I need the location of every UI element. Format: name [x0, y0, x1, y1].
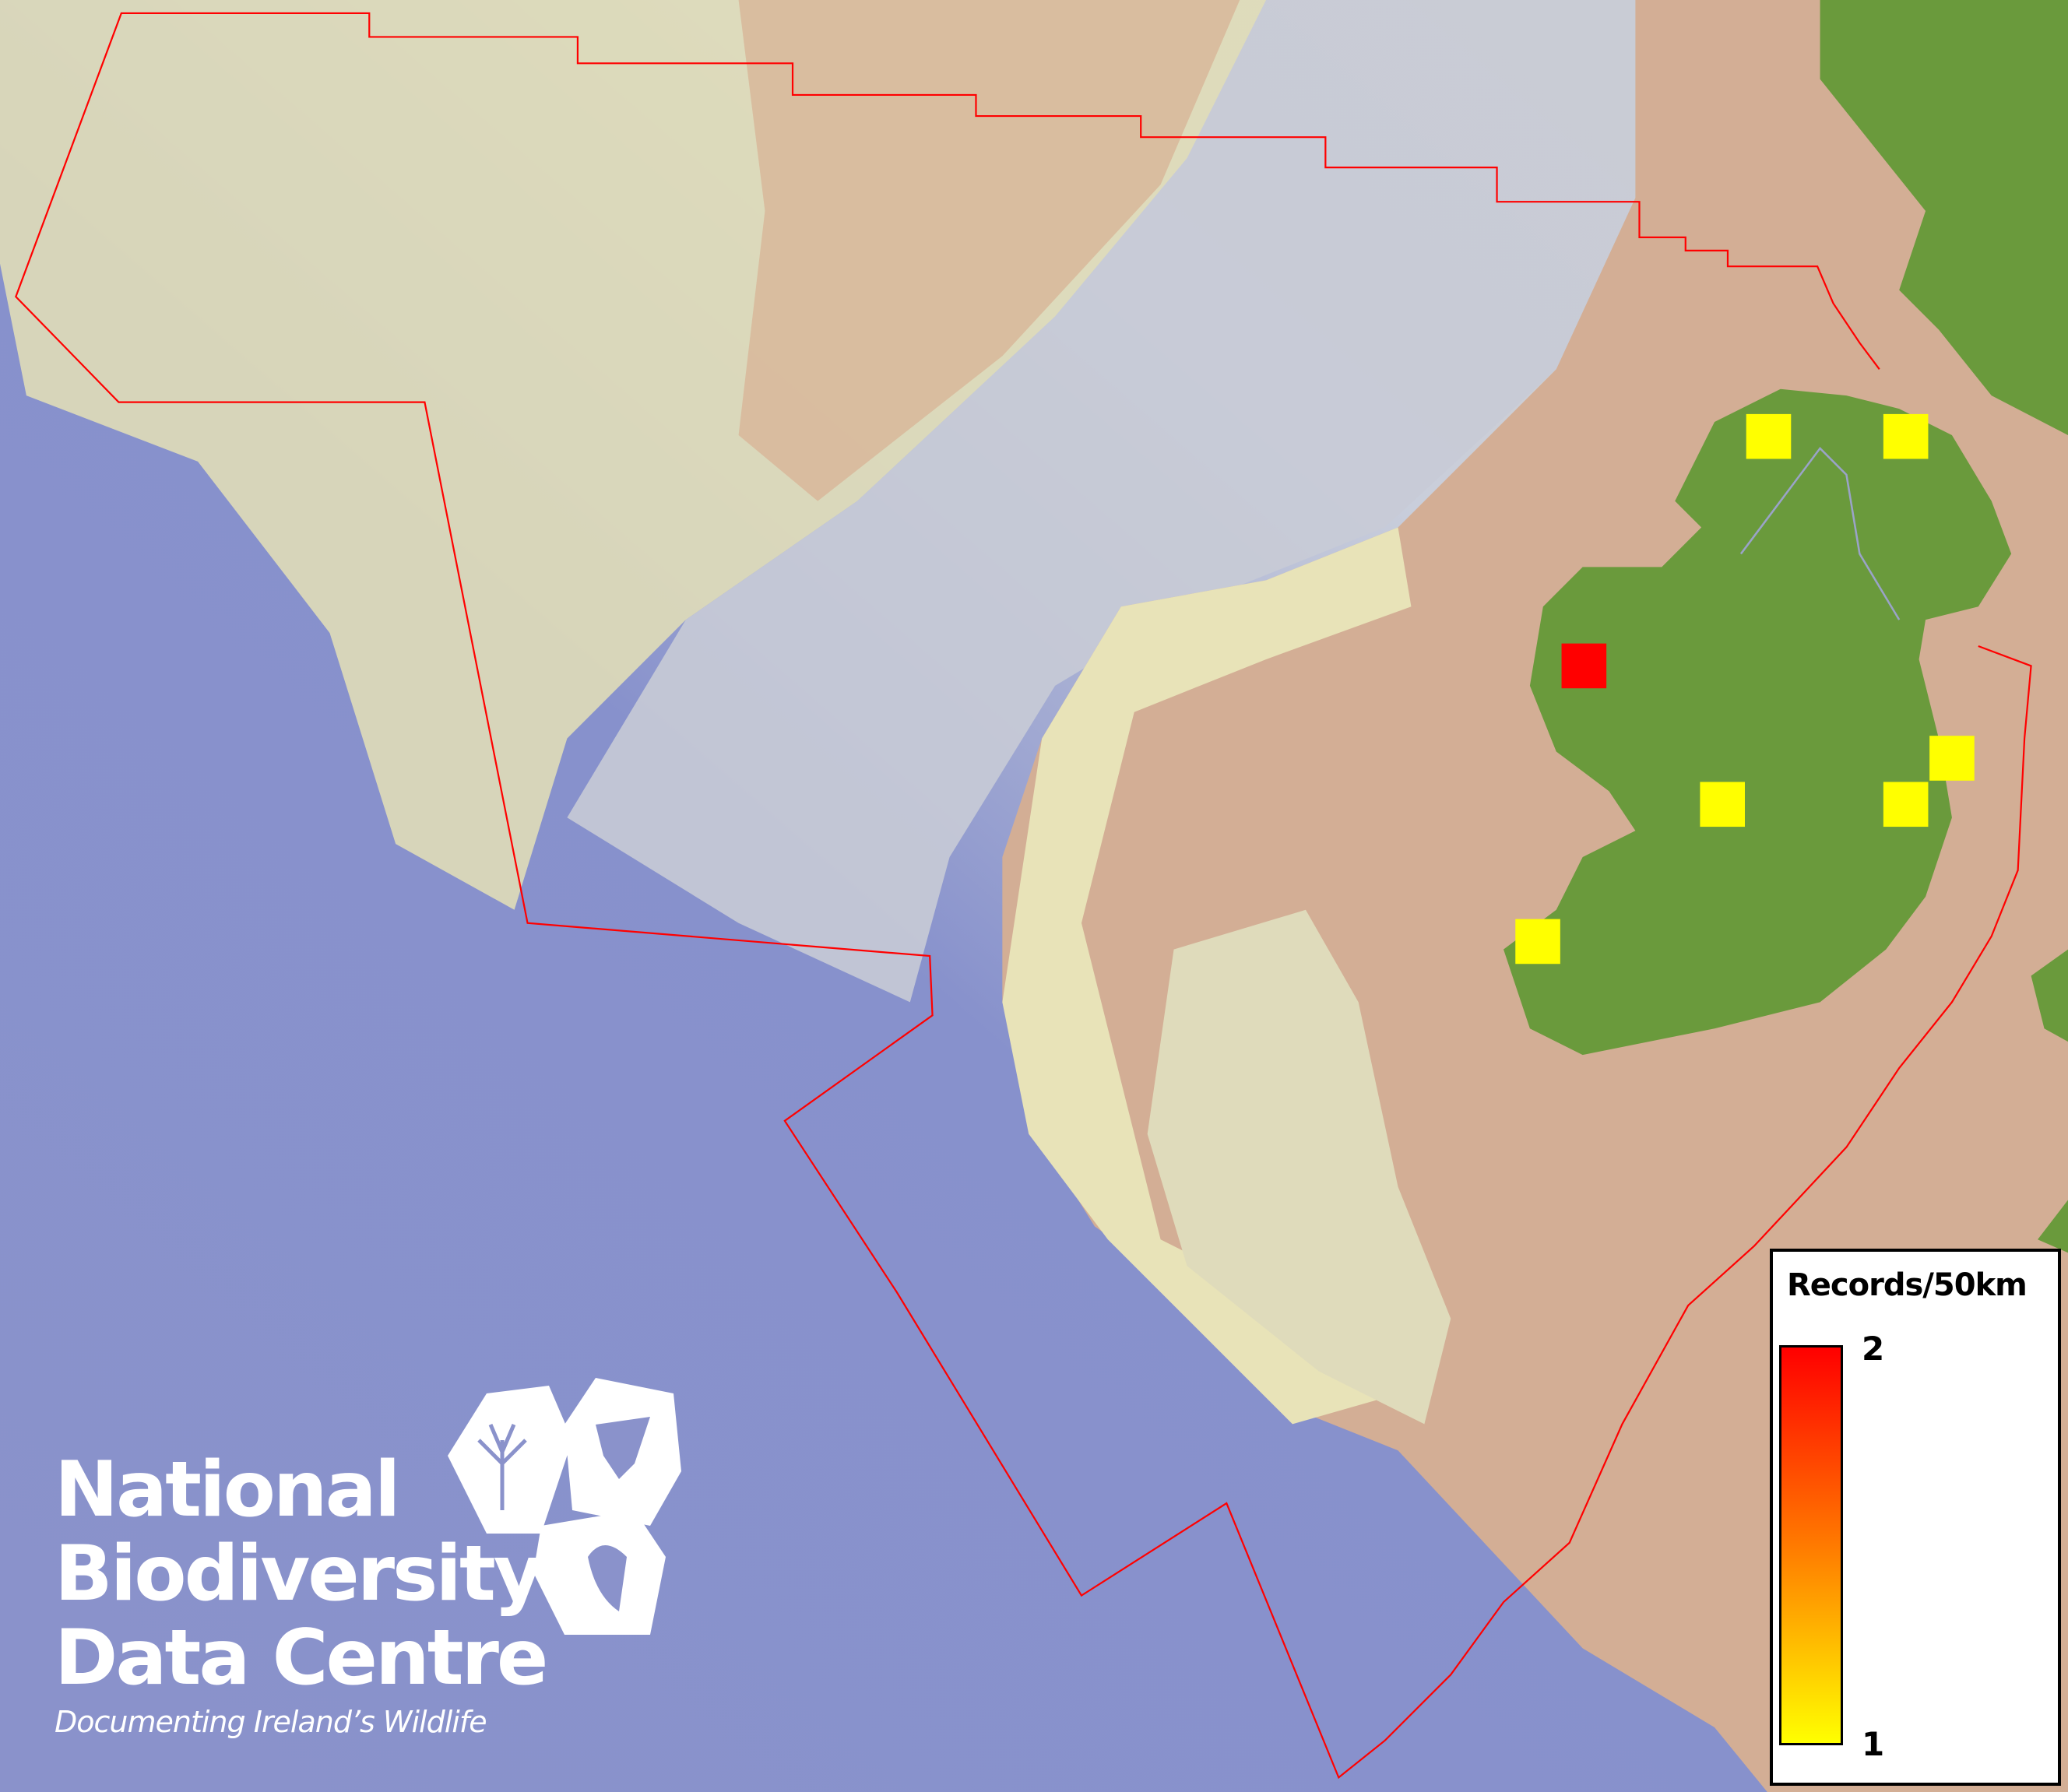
record-square: [1561, 643, 1607, 689]
record-square: [1746, 413, 1792, 459]
logo-line-1: National: [55, 1446, 400, 1534]
porcupine-bank: [1002, 527, 1412, 1425]
legend-min-label: 1: [1862, 1725, 1885, 1763]
legend: Records/50km 2 1: [1770, 1249, 2061, 1786]
logo-hexagons-icon: [448, 1378, 681, 1635]
legend-max-label: 2: [1862, 1330, 1885, 1368]
nbdc-logo: National Biodiversity Data Centre Docume…: [55, 1446, 548, 1739]
logo-line-3: Data Centre: [55, 1614, 548, 1702]
logo-tagline: Documenting Ireland’s Wildlife: [55, 1705, 487, 1739]
legend-color-bar: [1779, 1345, 1843, 1745]
boundary-line: [15, 12, 2032, 1780]
logo-line-2: Biodiversity: [55, 1530, 543, 1618]
record-square: [1515, 919, 1560, 965]
rockall-trough: [567, 0, 1636, 1003]
record-squares: [1515, 413, 1975, 965]
record-square: [1883, 413, 1929, 459]
ni-border: [1739, 446, 1901, 620]
wales: [2031, 949, 2068, 1253]
ireland: [1504, 388, 2012, 1056]
rockall-bank-tan: [738, 0, 1240, 501]
tree-hexagon-icon: [448, 1386, 572, 1534]
record-square: [1700, 782, 1745, 827]
scotland: [1820, 0, 2068, 435]
record-square: [1929, 736, 1975, 781]
legend-title: Records/50km: [1787, 1267, 2028, 1303]
porcupine-seabight: [1147, 909, 1451, 1425]
record-square: [1883, 782, 1929, 827]
